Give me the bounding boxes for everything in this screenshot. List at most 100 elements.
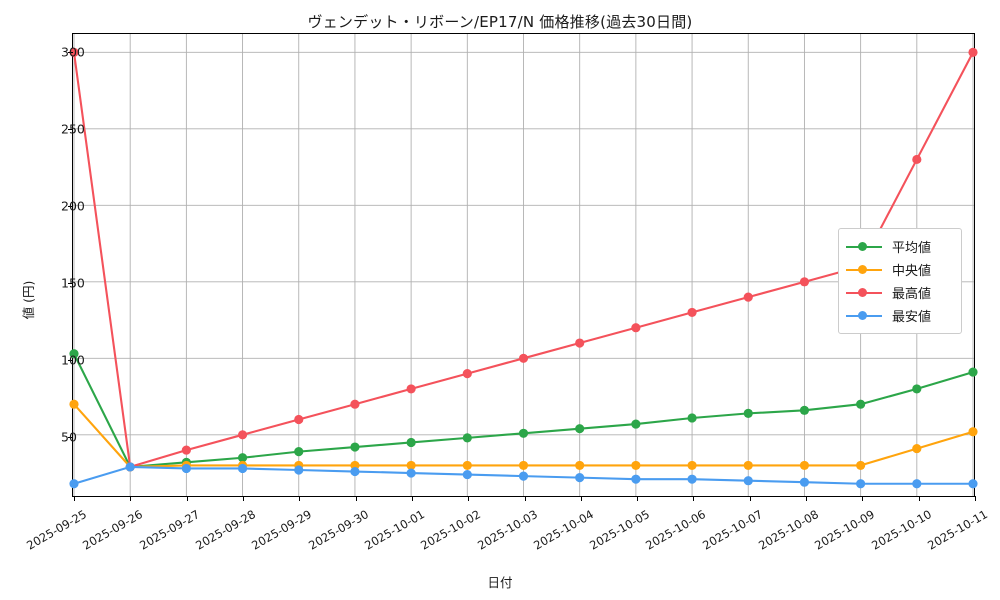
data-point: [69, 47, 79, 57]
y-tick-mark: [68, 359, 73, 361]
y-tick-mark: [68, 282, 73, 284]
x-tick-mark: [749, 496, 751, 501]
data-point: [350, 442, 360, 452]
x-axis-label: 日付: [487, 575, 513, 590]
data-point: [518, 428, 529, 438]
data-point: [743, 408, 753, 418]
x-tick-mark: [975, 496, 976, 501]
x-tick-mark: [637, 496, 639, 501]
data-point: [406, 460, 416, 470]
data-point: [575, 338, 585, 348]
data-point: [518, 471, 529, 481]
x-tick-mark: [862, 496, 864, 501]
data-point: [125, 462, 135, 472]
x-tick-mark: [693, 496, 695, 501]
data-point: [69, 399, 79, 409]
data-point: [69, 479, 79, 489]
data-point: [687, 307, 697, 318]
data-point: [743, 292, 753, 302]
data-point: [518, 353, 529, 363]
legend-swatch: [846, 309, 882, 323]
legend-label: 最高値: [892, 287, 932, 302]
legend-swatch: [846, 240, 882, 254]
legend-item[interactable]: 最高値: [846, 281, 953, 304]
data-point: [575, 460, 585, 470]
x-tick-mark: [524, 496, 526, 501]
x-tick-mark: [411, 496, 413, 501]
legend-item[interactable]: 平均値: [846, 235, 953, 258]
y-tick-mark: [68, 129, 73, 131]
data-point: [799, 405, 810, 415]
data-point: [968, 47, 978, 57]
data-point: [631, 419, 641, 429]
x-tick-mark: [242, 496, 244, 501]
data-point: [968, 367, 978, 377]
data-point: [237, 463, 248, 474]
data-point: [462, 460, 472, 470]
data-point: [687, 460, 697, 470]
data-point: [687, 413, 697, 423]
data-point: [181, 463, 191, 474]
data-point: [462, 470, 472, 480]
data-point: [181, 445, 191, 455]
legend-swatch: [846, 263, 882, 277]
data-point: [631, 474, 641, 484]
data-point: [799, 277, 810, 287]
data-point: [912, 443, 922, 454]
y-tick-mark: [68, 206, 73, 208]
series-layer: [69, 47, 978, 489]
data-point: [237, 453, 248, 463]
data-point: [968, 479, 978, 489]
x-tick-mark: [130, 496, 132, 501]
chart-title: ヴェンデット・リボーン/EP17/N 価格推移(過去30日間): [307, 13, 693, 31]
data-point: [518, 460, 529, 470]
x-tick-mark: [299, 496, 301, 501]
x-tick-mark: [186, 496, 188, 501]
x-tick-mark: [74, 496, 75, 501]
y-axis-label: 値 (円): [21, 280, 36, 320]
data-point: [406, 384, 416, 394]
data-point: [799, 460, 810, 470]
legend-label: 平均値: [892, 241, 932, 256]
data-point: [968, 427, 978, 437]
chart-legend: 平均値中央値最高値最安値: [838, 228, 962, 334]
data-point: [462, 433, 472, 443]
y-tick-mark: [68, 436, 73, 438]
gridlines: [73, 34, 974, 496]
data-point: [856, 399, 866, 409]
data-point: [743, 476, 753, 486]
series-line: [72, 352, 975, 468]
data-point: [294, 465, 304, 475]
y-tick-mark: [68, 52, 73, 54]
data-point: [294, 414, 304, 425]
data-point: [631, 323, 641, 333]
data-point: [237, 430, 248, 440]
x-tick-mark: [468, 496, 470, 501]
legend-item[interactable]: 中央値: [846, 258, 953, 281]
data-point: [856, 460, 866, 470]
legend-item[interactable]: 最安値: [846, 304, 953, 327]
x-tick-mark: [580, 496, 582, 501]
x-tick-mark: [918, 496, 920, 501]
data-point: [912, 384, 922, 394]
x-tick-mark: [806, 496, 808, 501]
data-point: [912, 479, 922, 489]
data-point: [69, 349, 79, 359]
data-point: [743, 460, 753, 470]
legend-swatch: [846, 286, 882, 300]
legend-label: 最安値: [892, 310, 932, 325]
plot-area: 50100150200250300 2025-09-252025-09-2620…: [24, 33, 990, 553]
data-point: [799, 477, 810, 487]
data-point: [462, 369, 472, 379]
data-point: [631, 460, 641, 470]
x-tick-mark: [355, 496, 357, 501]
data-point: [912, 154, 922, 165]
data-point: [350, 466, 360, 477]
legend-label: 中央値: [892, 264, 932, 279]
data-point: [687, 474, 697, 484]
data-point: [406, 437, 416, 448]
data-point: [350, 399, 360, 409]
data-point: [575, 473, 585, 483]
data-point: [575, 424, 585, 434]
